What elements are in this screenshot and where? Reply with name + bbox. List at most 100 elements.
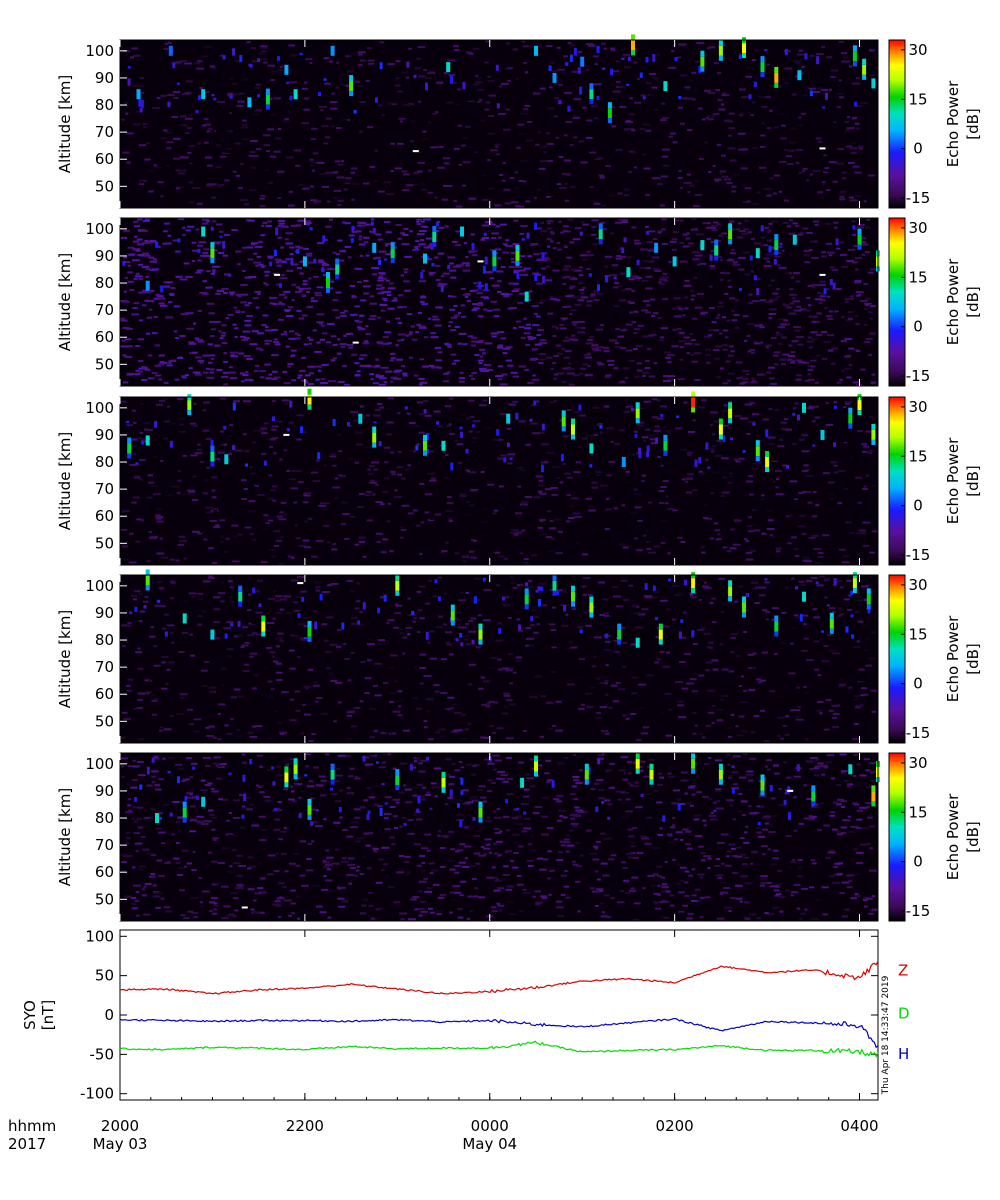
- noise-cell: [577, 299, 585, 302]
- noise-cell: [162, 361, 168, 364]
- noise-cell: [400, 338, 405, 341]
- noise-cell: [378, 639, 385, 642]
- noise-cell: [390, 352, 396, 355]
- noise-cell: [233, 688, 241, 691]
- noise-cell: [746, 66, 753, 69]
- noise-cell: [456, 443, 464, 446]
- noise-cell: [655, 437, 659, 444]
- noise-cell: [264, 342, 270, 345]
- noise-cell: [815, 504, 820, 507]
- noise-cell: [280, 225, 288, 228]
- noise-cell: [504, 202, 511, 205]
- noise-cell: [728, 134, 732, 137]
- noise-cell: [541, 423, 545, 431]
- noise-cell: [808, 537, 816, 540]
- noise-cell: [180, 60, 187, 63]
- noise-cell: [790, 276, 795, 279]
- noise-cell: [747, 350, 752, 353]
- noise-cell: [444, 342, 450, 345]
- noise-cell: [505, 42, 511, 45]
- colorbar-label: Echo Power: [944, 258, 962, 345]
- noise-cell: [261, 324, 267, 327]
- noise-cell: [467, 470, 471, 473]
- noise-cell: [320, 324, 326, 327]
- noise-cell: [694, 179, 702, 182]
- noise-cell: [538, 301, 544, 304]
- noise-cell: [227, 667, 232, 670]
- noise-cell: [375, 501, 383, 503]
- noise-cell: [263, 186, 269, 189]
- noise-cell: [434, 366, 440, 369]
- noise-cell: [668, 261, 672, 264]
- noise-cell: [392, 710, 401, 713]
- noise-cell: [208, 575, 213, 578]
- noise-cell: [644, 595, 652, 597]
- noise-cell: [829, 498, 834, 501]
- noise-cell: [577, 331, 586, 334]
- noise-cell: [202, 254, 211, 257]
- noise-cell: [853, 646, 861, 649]
- noise-cell: [419, 182, 426, 185]
- noise-cell: [716, 439, 722, 442]
- noise-cell: [237, 735, 245, 738]
- noise-cell: [510, 201, 519, 204]
- noise-cell: [260, 561, 268, 564]
- noise-cell: [353, 706, 361, 709]
- noise-cell: [229, 586, 235, 589]
- noise-cell: [773, 126, 779, 129]
- noise-cell: [215, 524, 220, 527]
- noise-cell: [431, 263, 435, 267]
- noise-cell: [526, 586, 533, 589]
- noise-cell: [555, 477, 560, 479]
- noise-cell: [796, 359, 803, 362]
- noise-cell: [345, 84, 350, 87]
- noise-cell: [403, 173, 410, 176]
- noise-cell: [757, 440, 765, 443]
- noise-cell: [549, 520, 554, 522]
- noise-cell: [309, 158, 314, 161]
- noise-cell: [219, 230, 224, 233]
- noise-cell: [310, 199, 317, 202]
- noise-cell: [165, 131, 172, 134]
- noise-cell: [622, 53, 630, 56]
- noise-cell: [623, 194, 630, 197]
- noise-cell: [811, 256, 819, 259]
- noise-cell: [668, 708, 673, 711]
- noise-cell: [568, 109, 574, 112]
- echo-mark: [691, 397, 696, 408]
- noise-cell: [402, 374, 408, 377]
- noise-cell: [850, 151, 857, 154]
- noise-cell: [571, 497, 579, 500]
- noise-cell: [852, 225, 856, 229]
- noise-cell: [720, 611, 725, 613]
- noise-cell: [689, 290, 695, 292]
- noise-cell: [845, 521, 852, 524]
- noise-cell: [479, 348, 485, 351]
- noise-cell: [637, 543, 643, 546]
- noise-cell: [633, 328, 640, 331]
- noise-cell: [468, 663, 476, 666]
- noise-cell: [661, 228, 666, 231]
- noise-cell: [783, 304, 789, 307]
- noise-cell: [460, 431, 463, 438]
- noise-cell: [398, 117, 406, 120]
- noise-cell: [254, 725, 263, 728]
- noise-cell: [123, 290, 128, 293]
- noise-cell: [423, 409, 427, 414]
- noise-cell: [463, 242, 467, 245]
- noise-cell: [731, 190, 737, 193]
- noise-cell: [539, 735, 545, 738]
- noise-cell: [238, 187, 243, 190]
- noise-cell: [763, 265, 772, 267]
- noise-cell: [780, 363, 786, 366]
- noise-cell: [628, 150, 635, 153]
- noise-cell: [425, 493, 433, 496]
- echo-mark: [700, 66, 705, 72]
- noise-cell: [742, 730, 748, 733]
- noise-cell: [305, 586, 310, 589]
- noise-cell: [490, 223, 497, 226]
- noise-cell: [314, 350, 322, 353]
- noise-cell: [397, 322, 403, 324]
- noise-cell: [868, 311, 873, 314]
- noise-cell: [134, 590, 141, 593]
